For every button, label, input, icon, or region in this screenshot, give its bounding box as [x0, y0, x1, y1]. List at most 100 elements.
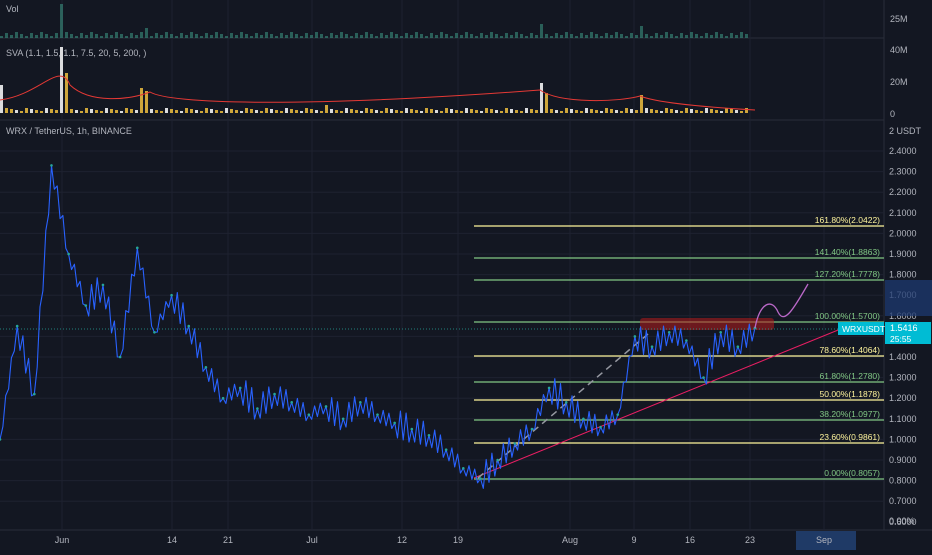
price-axis-tick-label: 2.4000 — [889, 146, 917, 156]
volume-bar — [550, 36, 553, 38]
forecast-path[interactable] — [754, 283, 809, 329]
price-point[interactable] — [376, 413, 379, 416]
time-axis-tick-label: 21 — [223, 535, 233, 545]
volume-bar — [335, 35, 338, 38]
sva-bar — [305, 108, 308, 113]
price-point[interactable] — [187, 324, 191, 328]
current-price-box[interactable] — [885, 322, 931, 344]
price-axis-tick-label: 0.8000 — [889, 476, 917, 486]
volume-bar — [105, 33, 108, 38]
volume-bar — [405, 33, 408, 38]
price-point[interactable] — [582, 417, 585, 421]
price-point[interactable] — [33, 392, 36, 396]
price-point[interactable] — [359, 401, 362, 404]
volume-bar — [580, 33, 583, 38]
fibonacci-levels[interactable]: 161.80%(2.0422) 141.40%(1.8863) 127.20%(1.… — [474, 215, 884, 480]
sva-bar — [365, 108, 368, 113]
price-point[interactable] — [118, 355, 122, 359]
price-point[interactable] — [736, 345, 740, 349]
uptrend-line[interactable] — [473, 325, 849, 479]
price-point[interactable] — [393, 421, 396, 425]
volume-bar — [530, 33, 533, 38]
price-pane-title[interactable]: WRX / TetherUS, 1h, BINANCE — [6, 126, 132, 136]
price-point[interactable] — [530, 427, 534, 431]
price-point[interactable] — [15, 324, 19, 328]
price-point[interactable] — [410, 427, 414, 431]
time-axis-tick-label: Sep — [816, 535, 832, 545]
sva-bar — [200, 111, 203, 113]
sva-bar — [265, 108, 268, 113]
price-point[interactable] — [101, 283, 105, 287]
volume-bar — [255, 33, 258, 38]
sva-bar — [585, 108, 588, 113]
price-point[interactable] — [444, 448, 448, 452]
sva-bar — [185, 108, 188, 113]
price-point[interactable] — [547, 386, 551, 390]
volume-pane-title[interactable]: Vol — [6, 4, 19, 14]
volume-bar — [610, 35, 613, 38]
price-point[interactable] — [324, 405, 328, 408]
price-point[interactable] — [513, 442, 517, 445]
price-point[interactable] — [633, 335, 637, 338]
price-point[interactable] — [204, 366, 208, 369]
volume-bar — [485, 35, 488, 38]
price-point[interactable] — [616, 413, 620, 416]
sva-bar — [685, 108, 688, 113]
price-point[interactable] — [427, 433, 431, 437]
sva-bar — [470, 109, 473, 113]
sva-pane-title[interactable]: SVA (1.1, 1.5, 1.1, 7.5, 20, 5, 200, ) — [6, 48, 146, 58]
price-point[interactable] — [496, 458, 499, 462]
price-point[interactable] — [685, 339, 688, 342]
price-series[interactable] — [0, 164, 757, 489]
volume-bar — [365, 32, 368, 38]
volume-bar — [475, 36, 478, 38]
price-point[interactable] — [667, 330, 671, 334]
volume-bar — [505, 33, 508, 38]
price-point[interactable] — [0, 438, 2, 441]
price-point[interactable] — [479, 477, 482, 480]
volume-bar — [560, 35, 563, 38]
sva-bar — [435, 110, 438, 113]
price-point[interactable] — [170, 293, 173, 297]
volume-bar — [385, 35, 388, 38]
price-point[interactable] — [307, 413, 311, 416]
price-point[interactable] — [238, 386, 242, 390]
volume-bar — [30, 33, 33, 38]
sva-bar — [115, 110, 118, 113]
volume-bar — [500, 36, 503, 38]
price-point[interactable] — [599, 425, 602, 429]
price-point[interactable] — [84, 304, 88, 307]
price-point[interactable] — [461, 466, 465, 470]
price-point[interactable] — [135, 246, 139, 250]
sva-bar — [480, 111, 483, 113]
sva-bar — [90, 109, 93, 113]
price-point[interactable] — [256, 407, 259, 410]
volume-bar — [220, 34, 223, 38]
volume-bar — [665, 32, 668, 38]
sva-bar — [500, 111, 503, 113]
sva-bar — [370, 109, 373, 113]
price-point[interactable] — [50, 164, 53, 167]
sva-bar — [720, 111, 723, 113]
sva-bar — [75, 110, 78, 113]
sva-bar — [130, 109, 133, 113]
sva-bar — [445, 108, 448, 113]
sva-bar — [465, 108, 468, 113]
price-point[interactable] — [153, 330, 156, 334]
sva-bar — [100, 111, 103, 113]
price-point[interactable] — [650, 345, 654, 349]
price-point[interactable] — [719, 330, 722, 334]
price-point[interactable] — [221, 396, 225, 400]
price-point[interactable] — [564, 401, 568, 404]
volume-bar — [630, 33, 633, 38]
resistance-zone[interactable] — [640, 318, 774, 330]
price-point[interactable] — [273, 392, 276, 396]
price-point[interactable] — [341, 417, 345, 421]
volume-bar — [170, 34, 173, 38]
price-point[interactable] — [702, 376, 705, 379]
volume-bar — [400, 36, 403, 38]
price-point[interactable] — [290, 401, 294, 404]
price-point[interactable] — [67, 252, 70, 256]
